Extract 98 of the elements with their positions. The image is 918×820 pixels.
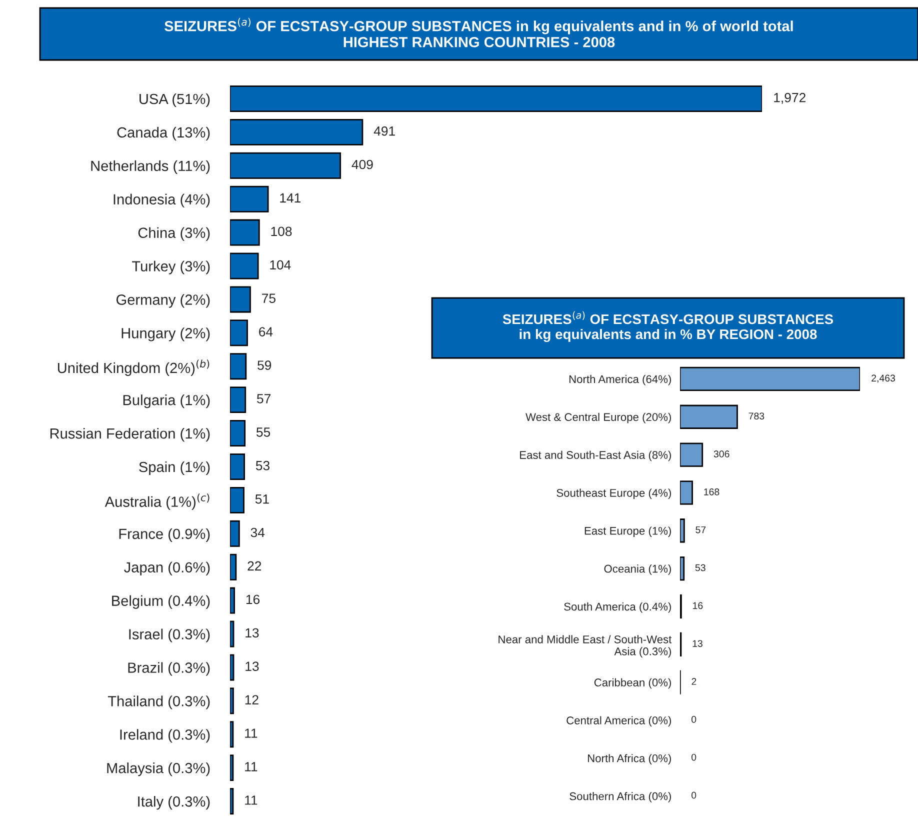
y-tick-label: Spain (1%) [139,461,210,476]
bar [680,404,738,429]
y-tick-label: Italy (0.3%) [138,796,210,810]
data-label: 409 [352,160,373,170]
data-label: 11 [245,762,258,772]
data-label: 1,972 [774,92,806,104]
bar [230,353,247,380]
data-label: 783 [748,412,764,420]
data-label: 13 [246,628,259,638]
data-label: 57 [257,394,270,404]
data-label: 64 [259,327,273,336]
y-tick-label: Ireland (0.3%) [120,729,210,743]
y-tick-label: Germany (2%) [116,294,210,308]
y-tick-label: Southeast Europe (4%) [556,488,671,500]
data-label: 0 [691,754,696,761]
y-tick-label: USA (51%) [140,93,210,108]
bar [230,721,234,748]
data-label: 75 [262,294,276,303]
chart-title: SEIZURES$^{(a)}$ OF ECSTASY-GROUP SUBSTANCES in kg equivalents and in % BY REGION - 2008 [502,311,834,342]
bar [230,286,251,313]
data-label: 16 [693,602,703,610]
chart-title: SEIZURES$^{(a)}$ OF ECSTASY-GROUP SUBSTANCES in kg equivalents and in % of world total HIGHEST RANKING COUNTRIES - 2008 [164,18,793,48]
y-tick-label: Central America (0%) [566,716,671,727]
y-tick-label: Caribbean (0%) [594,678,671,689]
bar [230,788,234,815]
bar [230,520,240,547]
y-tick-label: Belgium (0.4%) [112,595,210,609]
bar [230,252,259,280]
data-label: 11 [245,796,258,805]
data-label: 306 [714,450,730,458]
data-label: 491 [374,126,395,136]
y-tick-label: Thailand (0.3%) [108,696,210,710]
y-tick-label: West & Central Europe (20%) [526,412,671,424]
data-label: 59 [258,360,272,370]
y-tick-label: Israel (0.3%) [129,628,210,642]
y-tick-label: Russian Federation (1%) [50,428,210,442]
data-label: 2 [692,678,696,685]
data-label: 57 [696,526,706,534]
y-tick-label: Hungary (2%) [122,328,210,342]
y-tick-label: Canada (13%) [117,126,210,140]
y-tick-label: Netherlands (11%) [91,160,210,174]
y-tick-label: Brazil (0.3%) [128,662,210,676]
data-label: 51 [255,494,269,504]
bar [230,386,246,414]
bar [230,186,269,212]
data-label: 108 [271,226,292,236]
y-tick-label: Southern Africa (0%) [570,792,671,802]
data-label: 13 [246,662,259,671]
bar [230,620,234,648]
data-label: 13 [692,640,702,647]
y-tick-label: Indonesia (4%) [114,194,210,208]
y-tick-label: Oceania (1%) [604,564,671,575]
y-tick-label: North America (64%) [569,374,671,386]
y-tick-label: Malaysia (0.3%) [107,762,210,776]
y-tick-label: China (3%) [138,227,210,241]
bar [680,366,860,392]
bar [230,486,244,514]
bar [230,320,248,346]
data-label: 11 [245,728,258,738]
data-label: 168 [704,488,720,496]
y-tick-label: Near and Middle East / South-West Asia (0.3%) [498,635,672,658]
data-label: 34 [250,528,265,538]
data-label: 12 [245,695,258,704]
bar [230,554,237,580]
bar [680,556,685,581]
data-label: 2,463 [872,374,896,383]
bar [230,654,234,681]
y-tick-label: Japan (0.6%) [124,562,210,576]
bar [230,688,234,714]
y-tick-label: Bulgaria (1%) [123,394,210,408]
data-label: 0 [691,716,696,723]
bar [230,152,342,179]
data-label: 53 [695,564,706,572]
bar [680,518,685,543]
data-label: 55 [256,428,270,437]
bar [230,453,245,480]
bar [680,480,693,505]
data-label: 104 [270,260,291,270]
y-tick-label: Australia (1%)$^{(c)}$ [104,493,210,510]
data-label: 141 [280,193,301,203]
y-tick-label: United Kingdom (2%)$^{(b)}$ [58,360,210,376]
bar [230,587,236,614]
data-label: 53 [256,460,270,470]
bar [230,219,260,246]
data-label: 16 [246,594,260,604]
y-tick-label: South America (0.4%) [564,602,671,613]
y-tick-label: North Africa (0%) [588,754,671,764]
y-tick-label: East Europe (1%) [584,526,671,537]
bar [230,420,246,447]
bar [230,85,762,112]
bar [230,118,364,146]
bar [230,754,234,782]
data-label: 22 [248,561,262,571]
bar [680,442,704,467]
y-tick-label: East and South-East Asia (8%) [520,450,671,462]
y-tick-label: France (0.9%) [119,528,210,542]
y-tick-label: Turkey (3%) [132,260,210,274]
data-label: 0 [691,792,696,799]
